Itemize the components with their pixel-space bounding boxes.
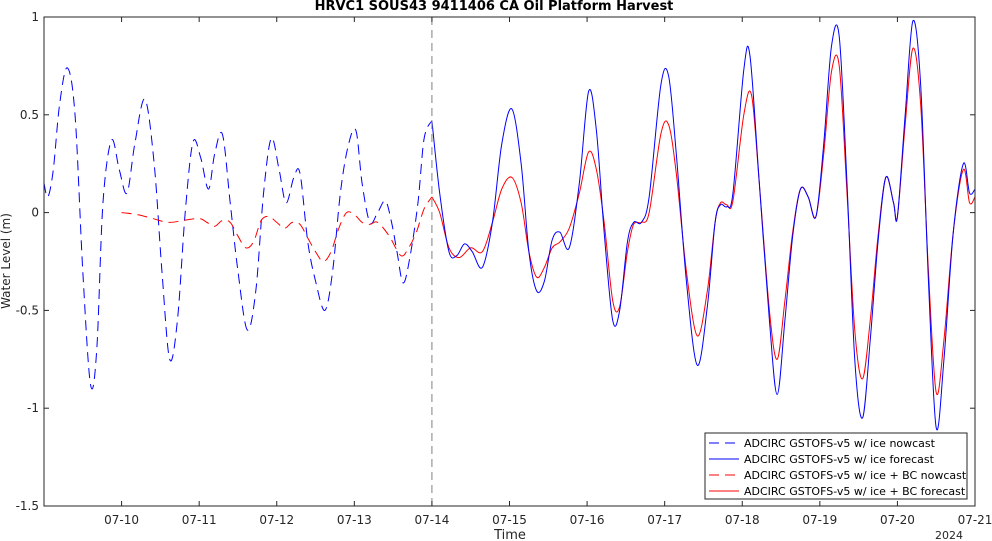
y-tick-label: -1 (27, 401, 39, 415)
y-axis: -1.5 -1 -0.5 0 0.5 1 (16, 10, 975, 513)
x-tick-label: 07-18 (725, 513, 760, 527)
x-tick-label: 07-16 (570, 513, 605, 527)
legend-label: ADCIRC GSTOFS-v5 w/ ice + BC forecast (744, 485, 966, 498)
legend-label: ADCIRC GSTOFS-v5 w/ ice forecast (744, 453, 935, 466)
x-tick-label: 07-17 (647, 513, 682, 527)
x-tick-label: 07-15 (492, 513, 527, 527)
x-tick-label: 07-21 (958, 513, 992, 527)
y-tick-label: 1 (31, 10, 39, 24)
series-layer (44, 19, 975, 431)
x-tick-label: 07-20 (880, 513, 915, 527)
y-axis-label: Water Level (m) (0, 213, 13, 309)
legend: ADCIRC GSTOFS-v5 w/ ice nowcast ADCIRC GS… (704, 432, 968, 500)
x-tick-label: 07-11 (182, 513, 217, 527)
y-tick-label: 0 (31, 206, 39, 220)
legend-items: ADCIRC GSTOFS-v5 w/ ice nowcast ADCIRC GS… (709, 437, 967, 498)
legend-box (704, 432, 968, 500)
legend-label: ADCIRC GSTOFS-v5 w/ ice nowcast (744, 437, 936, 450)
x-axis-label: Time (493, 528, 526, 541)
x-tick-label: 07-10 (104, 513, 139, 527)
x-tick-label: 07-12 (259, 513, 294, 527)
y-tick-label: -1.5 (16, 499, 39, 513)
legend-label: ADCIRC GSTOFS-v5 w/ ice + BC nowcast (744, 469, 967, 482)
plot-area: -1.5-1-0.500.51 07-10 07-11 07-12 07-13 07-1… (16, 10, 992, 527)
x-tick-label: 07-14 (414, 513, 449, 527)
x-tick-label: 07-19 (802, 513, 837, 527)
x-tick-label: 07-13 (337, 513, 372, 527)
series-line-2 (121, 196, 433, 263)
chart-title: HRVC1 SOUS43 9411406 CA Oil Platform Har… (315, 0, 674, 14)
series-line-0 (44, 67, 433, 390)
x-axis: 07-10 07-11 07-12 07-13 07-14 07-15 07-16 07-17… (104, 17, 992, 527)
year-label: 2024 (935, 529, 963, 541)
y-tick-label: 0.5 (20, 108, 39, 122)
plot-background (44, 17, 975, 506)
series-line-1 (431, 19, 975, 431)
y-tick-label: -0.5 (16, 303, 39, 317)
